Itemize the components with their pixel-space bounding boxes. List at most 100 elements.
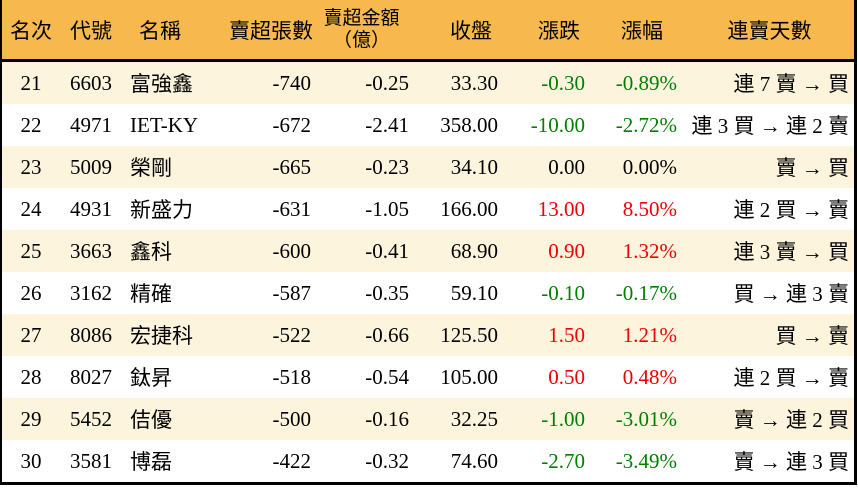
rank-cell: 27 <box>20 322 42 347</box>
price-change-cell: 13.00 <box>537 196 585 221</box>
stock-code-cell: 4971 <box>70 112 112 137</box>
net-sell-volume-cell: -665 <box>272 154 312 179</box>
rank-cell: 28 <box>20 364 42 389</box>
net-sell-amount-cell: -0.16 <box>365 406 409 431</box>
net-sell-volume-cell: -500 <box>272 406 312 431</box>
table-row: 28 8027 鈦昇 -518 -0.54 105.00 0.50 0.48% 連 2 買 → … <box>2 356 854 398</box>
sell-streak-cell: 買 → 賣 <box>775 324 850 348</box>
net-sell-volume-cell: -631 <box>272 196 312 221</box>
close-price-cell: 34.10 <box>450 154 498 179</box>
table-row: 25 3663 鑫科 -600 -0.41 68.90 0.90 1.32% 連 3 賣 → 買 <box>2 230 854 272</box>
net-sell-amount-label-line2: （億） <box>332 29 390 51</box>
stock-code-cell: 6603 <box>70 70 112 95</box>
net-sell-amount-cell: -0.66 <box>365 322 409 347</box>
net-sell-volume-cell: -740 <box>272 70 312 95</box>
stock-name-cell: 精確 <box>130 282 172 306</box>
close-price-cell: 59.10 <box>450 280 498 305</box>
close-price-cell: 33.30 <box>450 70 498 95</box>
price-change-cell: -0.10 <box>541 280 585 305</box>
change-percent-cell: 0.48% <box>622 364 677 389</box>
sell-streak-cell: 賣 → 連 2 買 <box>733 408 850 432</box>
change-percent-cell: 8.50% <box>622 196 677 221</box>
net-sell-amount-cell: -0.32 <box>365 448 409 473</box>
table-row: 26 3162 精確 -587 -0.35 59.10 -0.10 -0.17% 買 → 連 3… <box>2 272 854 314</box>
sell-streak-cell: 連 2 買 → 賣 <box>733 366 850 390</box>
sell-streak-cell: 賣 → 連 3 買 <box>733 450 850 474</box>
net-sell-ranking-table: 名次 代號 名稱 賣超張數 賣超金額 （億） 收盤 漲跌 漲幅 連賣天數 21 6… <box>0 0 857 485</box>
table-row: 30 3581 博磊 -422 -0.32 74.60 -2.70 -3.49% 賣 → 連 3… <box>2 440 854 482</box>
price-change-cell: -1.00 <box>541 406 585 431</box>
table-body: 21 6603 富強鑫 -740 -0.25 33.30 -0.30 -0.89% 連 7 賣 … <box>2 60 854 482</box>
net-sell-volume-cell: -587 <box>272 280 312 305</box>
net-sell-amount-cell: -1.05 <box>365 196 409 221</box>
stock-name-cell: 富強鑫 <box>130 72 193 96</box>
stock-code-cell: 8086 <box>70 322 112 347</box>
col-header-rank: 名次 <box>2 0 60 62</box>
stock-code-cell: 5009 <box>70 154 112 179</box>
sell-streak-cell: 連 3 賣 → 買 <box>733 240 850 264</box>
price-change-cell: 0.90 <box>548 238 585 263</box>
stock-name-cell: 宏捷科 <box>130 324 193 348</box>
table-row: 21 6603 富強鑫 -740 -0.25 33.30 -0.30 -0.89% 連 7 賣 … <box>2 60 854 104</box>
stock-name-cell: 博磊 <box>130 450 172 474</box>
col-header-sell-streak: 連賣天數 <box>685 0 854 62</box>
net-sell-amount-cell: -2.41 <box>365 112 409 137</box>
col-header-net-sell-amount: 賣超金額 （億） <box>314 0 412 62</box>
stock-name-cell: 鈦昇 <box>130 366 172 390</box>
change-percent-cell: -2.72% <box>615 112 677 137</box>
price-change-cell: -0.30 <box>541 70 585 95</box>
price-change-cell: -10.00 <box>530 112 585 137</box>
price-change-cell: 0.50 <box>548 364 585 389</box>
rank-cell: 30 <box>20 448 42 473</box>
stock-code-cell: 3162 <box>70 280 112 305</box>
rank-cell: 29 <box>20 406 42 431</box>
stock-name-cell: 佶優 <box>130 408 172 432</box>
sell-streak-cell: 連 7 賣 → 買 <box>733 72 850 96</box>
sell-streak-cell: 連 2 買 → 賣 <box>733 198 850 222</box>
sell-streak-cell: 買 → 連 3 賣 <box>733 282 850 306</box>
col-header-close-price: 收盤 <box>412 0 502 62</box>
rank-cell: 23 <box>20 154 42 179</box>
net-sell-amount-cell: -0.41 <box>365 238 409 263</box>
close-price-cell: 105.00 <box>440 364 498 389</box>
change-percent-cell: 1.21% <box>622 322 677 347</box>
close-price-cell: 358.00 <box>440 112 498 137</box>
stock-code-cell: 3663 <box>70 238 112 263</box>
net-sell-amount-cell: -0.54 <box>365 364 409 389</box>
net-sell-amount-cell: -0.25 <box>365 70 409 95</box>
price-change-cell: 1.50 <box>548 322 585 347</box>
col-header-stock-name: 名稱 <box>122 0 228 62</box>
net-sell-volume-cell: -600 <box>272 238 312 263</box>
net-sell-volume-cell: -422 <box>272 448 312 473</box>
close-price-cell: 32.25 <box>450 406 498 431</box>
sell-streak-cell: 賣 → 買 <box>775 156 850 180</box>
stock-code-cell: 8027 <box>70 364 112 389</box>
change-percent-cell: -3.49% <box>615 448 677 473</box>
net-sell-amount-cell: -0.23 <box>365 154 409 179</box>
change-percent-cell: 1.32% <box>622 238 677 263</box>
col-header-change-percent: 漲幅 <box>587 0 685 62</box>
table-row: 22 4971 IET-KY -672 -2.41 358.00 -10.00 -2.72% 連… <box>2 104 854 146</box>
rank-cell: 21 <box>20 70 42 95</box>
col-header-stock-code: 代號 <box>60 0 122 62</box>
stock-name-cell: 新盛力 <box>130 198 193 222</box>
stock-name-cell: 鑫科 <box>130 240 172 264</box>
table-row: 27 8086 宏捷科 -522 -0.66 125.50 1.50 1.21% 買 → 賣 <box>2 314 854 356</box>
rank-cell: 26 <box>20 280 42 305</box>
stock-name-cell: 榮剛 <box>130 156 172 180</box>
rank-cell: 25 <box>20 238 42 263</box>
net-sell-volume-cell: -522 <box>272 322 312 347</box>
change-percent-cell: -0.89% <box>615 70 677 95</box>
close-price-cell: 166.00 <box>440 196 498 221</box>
col-header-price-change: 漲跌 <box>502 0 587 62</box>
change-percent-cell: -0.17% <box>615 280 677 305</box>
price-change-cell: -2.70 <box>541 448 585 473</box>
net-sell-amount-label-line1: 賣超金額 <box>323 8 400 30</box>
net-sell-amount-cell: -0.35 <box>365 280 409 305</box>
net-sell-volume-cell: -518 <box>272 364 312 389</box>
stock-code-cell: 5452 <box>70 406 112 431</box>
sell-streak-cell: 連 3 買 → 連 2 賣 <box>691 114 850 138</box>
close-price-cell: 125.50 <box>440 322 498 347</box>
close-price-cell: 68.90 <box>450 238 498 263</box>
stock-name-cell: IET-KY <box>130 112 199 137</box>
